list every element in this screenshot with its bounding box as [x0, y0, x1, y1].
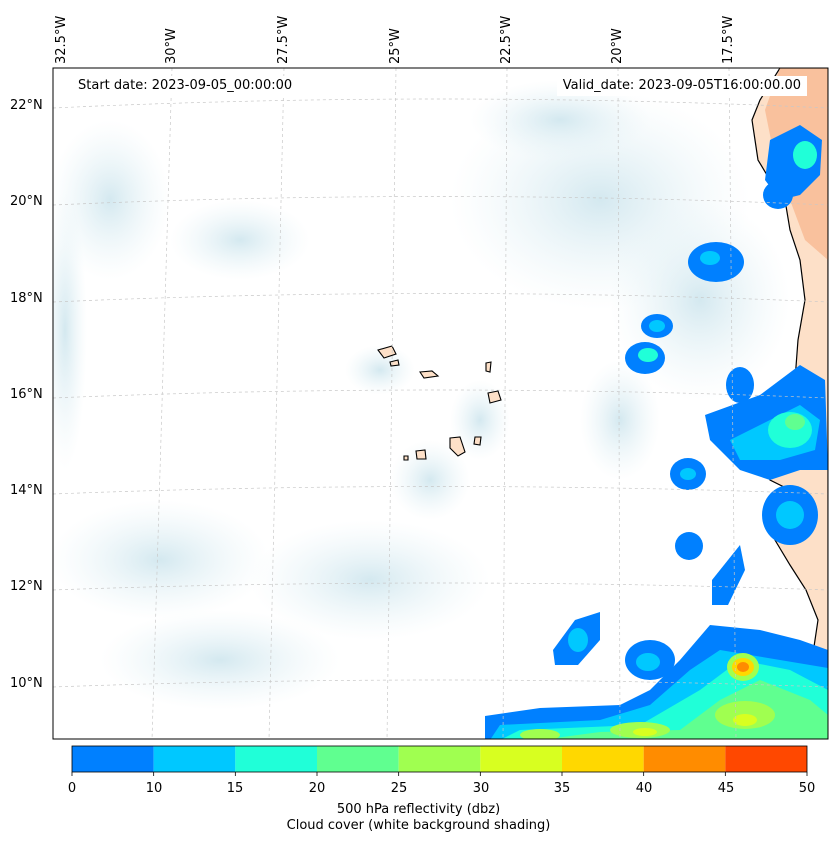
- colorbar-sublabel: Cloud cover (white background shading): [286, 818, 551, 833]
- lon-label-27-5w: 27.5°W: [276, 15, 291, 64]
- colorbar-segment: [562, 746, 644, 772]
- valid-date-label: Valid_date: 2023-09-05T16:00:00.00: [556, 76, 807, 96]
- lon-label-32-5w: 32.5°W: [54, 15, 69, 64]
- map-area: [53, 68, 828, 739]
- lon-label-17-5w: 17.5°W: [721, 15, 736, 64]
- colorbar-segment: [725, 746, 807, 772]
- cloud-cover-shading: [53, 80, 790, 710]
- lat-label-16n: 16°N: [10, 387, 43, 402]
- colorbar-tick: 50: [798, 781, 816, 796]
- colorbar-tick: 30: [472, 781, 490, 796]
- colorbar-segment: [317, 746, 399, 772]
- lat-label-12n: 12°N: [10, 579, 43, 594]
- lon-label-22-5w: 22.5°W: [499, 15, 514, 64]
- colorbar-segment: [72, 746, 154, 772]
- colorbar-tick: 40: [635, 781, 653, 796]
- graticule: [53, 68, 828, 739]
- colorbar-tick: 35: [553, 781, 571, 796]
- lat-label-20n: 20°N: [10, 194, 43, 209]
- colorbar-tick: 20: [308, 781, 326, 796]
- colorbar-label: 500 hPa reflectivity (dbz): [336, 802, 501, 817]
- colorbar-segment: [480, 746, 562, 772]
- start-date-label: Start date: 2023-09-05_00:00:00: [72, 76, 299, 96]
- colorbar-tick: 0: [67, 781, 77, 796]
- cape-verde-islands: [377, 345, 502, 461]
- colorbar-segment: [398, 746, 481, 772]
- reflectivity-field: [485, 125, 828, 739]
- lat-label-10n: 10°N: [10, 676, 43, 691]
- lon-label-25w: 25°W: [388, 28, 403, 64]
- colorbar-tick: 10: [145, 781, 163, 796]
- lat-label-22n: 22°N: [10, 98, 43, 113]
- lat-label-18n: 18°N: [10, 291, 43, 306]
- lon-label-20w: 20°W: [610, 28, 625, 64]
- colorbar-segment: [153, 746, 236, 772]
- colorbar-tick: 15: [226, 781, 244, 796]
- colorbar-tick: 25: [390, 781, 408, 796]
- colorbar-segment: [235, 746, 317, 772]
- lat-label-14n: 14°N: [10, 483, 43, 498]
- map-frame: [52, 67, 829, 740]
- colorbar-segment: [643, 746, 726, 772]
- colorbar-frame: [71, 745, 808, 773]
- colorbar: [71, 745, 808, 776]
- lon-label-30w: 30°W: [164, 28, 179, 64]
- colorbar-tick: 45: [717, 781, 735, 796]
